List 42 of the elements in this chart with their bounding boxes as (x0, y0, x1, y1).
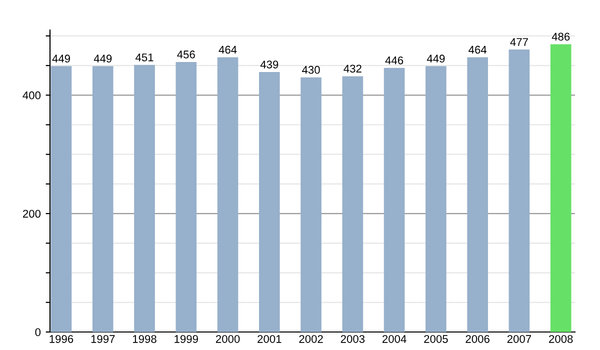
x-tick-label: 2000 (216, 335, 240, 343)
data-label: 449 (426, 54, 445, 63)
bar (217, 57, 238, 332)
bar (384, 68, 405, 332)
x-tick-label: 2002 (299, 335, 323, 343)
y-tick-label: 400 (22, 91, 41, 100)
data-label: 477 (510, 38, 528, 46)
y-tick-label: 200 (22, 210, 41, 218)
data-label: 449 (94, 54, 112, 63)
data-label: 430 (302, 66, 320, 74)
x-tick-label: 2008 (549, 335, 573, 343)
x-tick-label: 2003 (340, 335, 365, 343)
bar (50, 66, 72, 332)
data-label: 432 (344, 64, 362, 73)
bar (508, 50, 530, 332)
data-label: 464 (218, 46, 237, 54)
x-tick-label: 1997 (91, 335, 115, 343)
bar (550, 44, 572, 332)
x-tick-label: 1999 (174, 335, 198, 343)
x-tick-label: 2007 (507, 335, 532, 343)
bar (259, 72, 280, 332)
x-tick-label: 2006 (466, 335, 490, 343)
x-tick-label: 2005 (424, 335, 448, 343)
bar (92, 66, 114, 332)
x-tick-label: 1996 (50, 335, 74, 343)
bar (467, 57, 488, 332)
bar (300, 77, 322, 332)
bar (176, 62, 197, 332)
x-tick-label: 1998 (133, 335, 156, 343)
data-label: 486 (552, 32, 570, 41)
data-label: 446 (385, 56, 404, 64)
y-tick-label: 0 (35, 328, 41, 336)
bar (342, 76, 364, 332)
data-label: 464 (468, 46, 487, 54)
data-label: 451 (135, 54, 154, 62)
data-label: 456 (177, 50, 195, 58)
x-tick-label: 2001 (258, 335, 282, 343)
data-label: 449 (52, 54, 70, 63)
x-tick-label: 2004 (382, 335, 406, 343)
bar (134, 64, 155, 332)
data-label: 439 (260, 60, 278, 68)
bar (426, 66, 446, 332)
